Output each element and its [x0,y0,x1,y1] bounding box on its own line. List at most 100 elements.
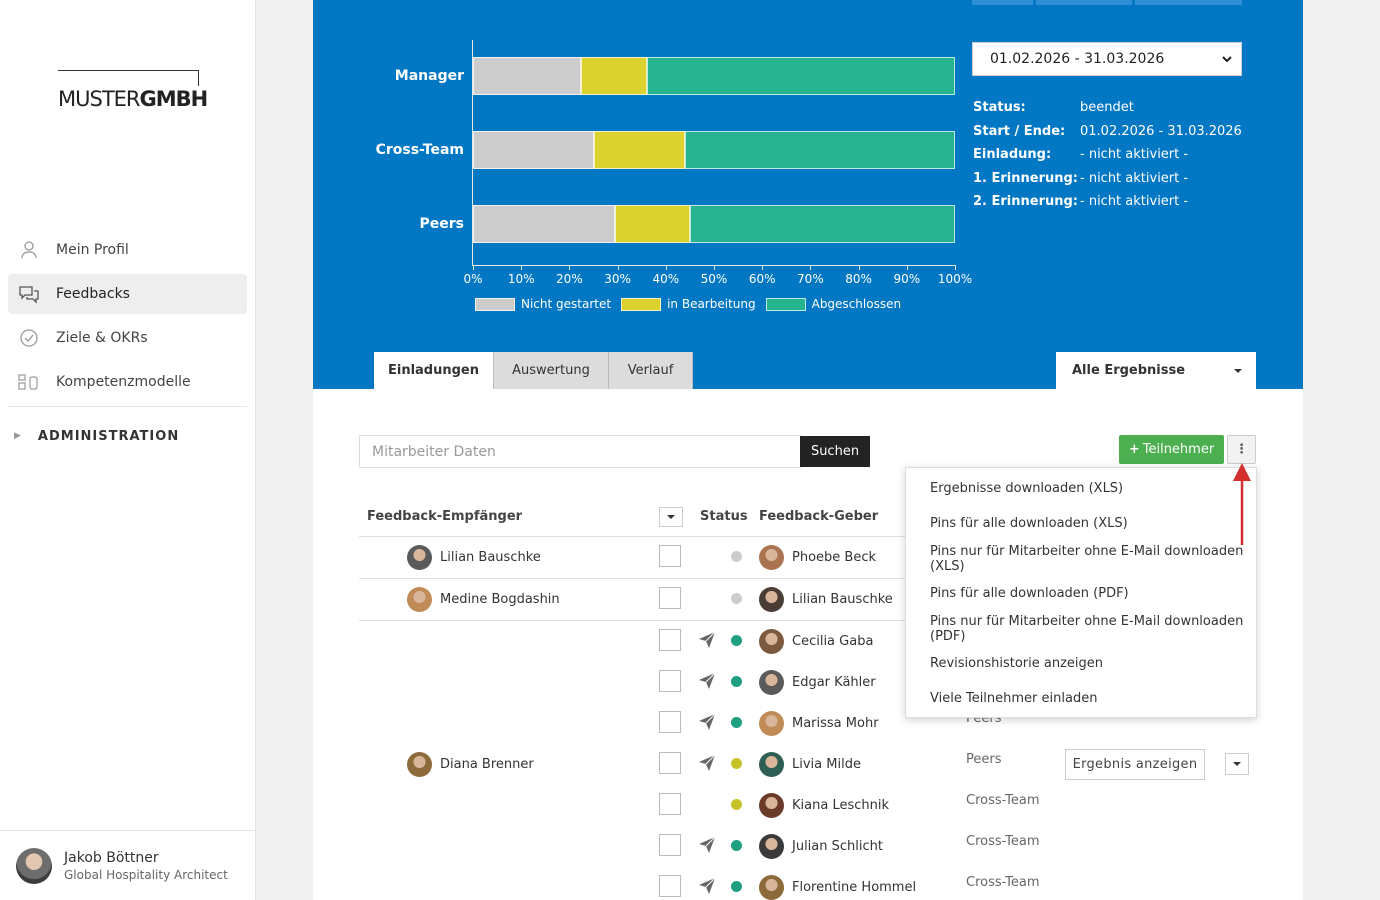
menu-item-download-results-xls[interactable]: Ergebnisse downloaden (XLS) [930,481,1124,496]
sidebar-item-kompetenzmodelle[interactable]: Kompetenzmodelle [8,362,247,402]
divider [8,406,247,407]
search-field[interactable] [359,435,801,468]
check-circle-icon [18,327,40,349]
company-logo[interactable]: MUSTERGMBH [58,70,212,112]
legend-item[interactable]: Nicht gestartet [475,297,611,311]
x-tick [665,265,667,270]
bar-segment[interactable] [615,205,690,243]
bar-segment[interactable] [646,57,955,95]
avatar [759,628,784,654]
paper-plane-icon[interactable] [698,754,716,772]
status-dot [731,758,742,769]
recipient-cell[interactable]: Diana Brenner [407,751,534,777]
result-filter-select[interactable]: Alle Ergebnisse [1056,352,1256,389]
bar-segment[interactable] [473,205,616,243]
menu-item-download-pins-all-xls[interactable]: Pins für alle downloaden (XLS) [930,516,1128,531]
sidebar-item-administration[interactable]: ▶ ADMINISTRATION [14,428,180,444]
avatar [759,710,784,736]
giver-cell[interactable]: Phoebe Beck [759,544,876,570]
bar-segment[interactable] [685,131,955,169]
giver-name: Julian Schlicht [792,838,883,854]
menu-item-download-pins-no-email-xls[interactable]: Pins nur für Mitarbeiter ohne E-Mail dow… [930,543,1244,574]
x-tick [714,265,715,270]
legend-item[interactable]: in Bearbeitung [621,297,756,311]
tab-auswertung[interactable]: Auswertung [494,352,609,389]
bar-segment[interactable] [581,57,647,95]
period-select[interactable]: 01.02.2026 - 31.03.2026 [972,42,1242,76]
giver-cell[interactable]: Edgar Kähler [759,669,876,695]
sidebar-item-mein-profil[interactable]: Mein Profil [8,230,247,270]
avatar [759,833,784,859]
status-dot [731,717,742,728]
bar-segment[interactable] [473,131,594,169]
sidebar-item-feedbacks[interactable]: Feedbacks [8,274,247,314]
x-tick-label: 90% [893,272,921,286]
legend-label: Abgeschlossen [811,297,902,311]
sidebar-item-ziele-okrs[interactable]: Ziele & OKRs [8,318,247,358]
add-participant-button[interactable]: + Teilnehmer [1119,435,1224,464]
x-tick [955,265,956,270]
row-checkbox[interactable] [659,834,681,856]
bulk-select-dropdown[interactable] [659,507,683,527]
recipient-cell[interactable]: Medine Bogdashin [407,586,560,612]
giver-name: Kiana Leschnik [792,797,889,813]
top-button[interactable] [1135,0,1242,5]
row-checkbox[interactable] [659,545,681,567]
row-checkbox[interactable] [659,711,681,733]
paper-plane-icon[interactable] [698,877,716,895]
row-checkbox[interactable] [659,752,681,774]
category-label: Peers [419,216,465,232]
avatar [759,586,784,612]
giver-name: Phoebe Beck [792,549,877,565]
row-checkbox[interactable] [659,670,681,692]
result-options-dropdown[interactable] [1225,753,1249,775]
x-tick-label: 60% [748,272,776,286]
giver-cell[interactable]: Marissa Mohr [759,710,879,736]
giver-cell[interactable]: Kiana Leschnik [759,792,889,818]
paper-plane-icon[interactable] [698,631,716,649]
menu-item-download-pins-no-email-pdf[interactable]: Pins nur für Mitarbeiter ohne E-Mail dow… [930,613,1244,644]
x-tick-label: 80% [845,272,872,286]
giver-name: Florentine Hommel [792,879,917,895]
paper-plane-icon[interactable] [698,836,716,854]
giver-cell[interactable]: Cecilia Gaba [759,628,873,654]
x-tick [617,265,619,270]
column-status: Status [700,509,748,524]
paper-plane-icon[interactable] [698,713,716,731]
legend-item[interactable]: Abgeschlossen [765,297,902,311]
tab-einladungen[interactable]: Einladungen [374,352,494,389]
current-user[interactable]: Jakob Böttner Global Hospitality Archite… [0,830,256,900]
show-result-button[interactable]: Ergebnis anzeigen [1065,749,1205,780]
row-checkbox[interactable] [659,587,681,609]
search-input[interactable] [372,443,800,460]
top-button[interactable] [972,0,1033,5]
bar-segment[interactable] [473,57,582,95]
giver-cell[interactable]: Lilian Bauschke [759,586,893,612]
giver-cell[interactable]: Julian Schlicht [759,833,883,859]
menu-item-revision-history[interactable]: Revisionshistorie anzeigen [930,656,1103,671]
menu-item-invite-many[interactable]: Viele Teilnehmer einladen [930,691,1098,706]
paper-plane-icon[interactable] [698,672,716,690]
top-button[interactable] [1036,0,1132,5]
x-tick-label: 40% [652,272,680,286]
recipient-cell[interactable]: Lilian Bauschke [407,544,541,570]
row-checkbox[interactable] [659,793,681,815]
bar-segment[interactable] [593,131,686,169]
menu-item-download-pins-all-pdf[interactable]: Pins für alle downloaden (PDF) [930,586,1129,601]
x-tick [521,265,523,270]
legend-swatch [765,297,806,311]
period-info: Status: beendet Start / Ende: 01.02.2026 -… [973,100,1242,210]
more-options-button[interactable]: ⋮ [1227,435,1256,464]
search-button[interactable]: Suchen [800,436,870,467]
bar-segment[interactable] [689,205,955,243]
giver-cell[interactable]: Livia Milde [759,751,861,777]
caret-down-icon [1234,369,1242,373]
row-checkbox[interactable] [659,875,681,897]
status-dot [731,635,742,646]
row-checkbox[interactable] [659,629,681,651]
tab-verlauf[interactable]: Verlauf [609,352,693,389]
giver-cell[interactable]: Florentine Hommel [759,874,916,900]
kebab-menu-icon: ⋮ [1235,442,1248,457]
annotation-arrow-icon [1233,463,1251,545]
sidebar-item-label: Mein Profil [56,242,129,258]
